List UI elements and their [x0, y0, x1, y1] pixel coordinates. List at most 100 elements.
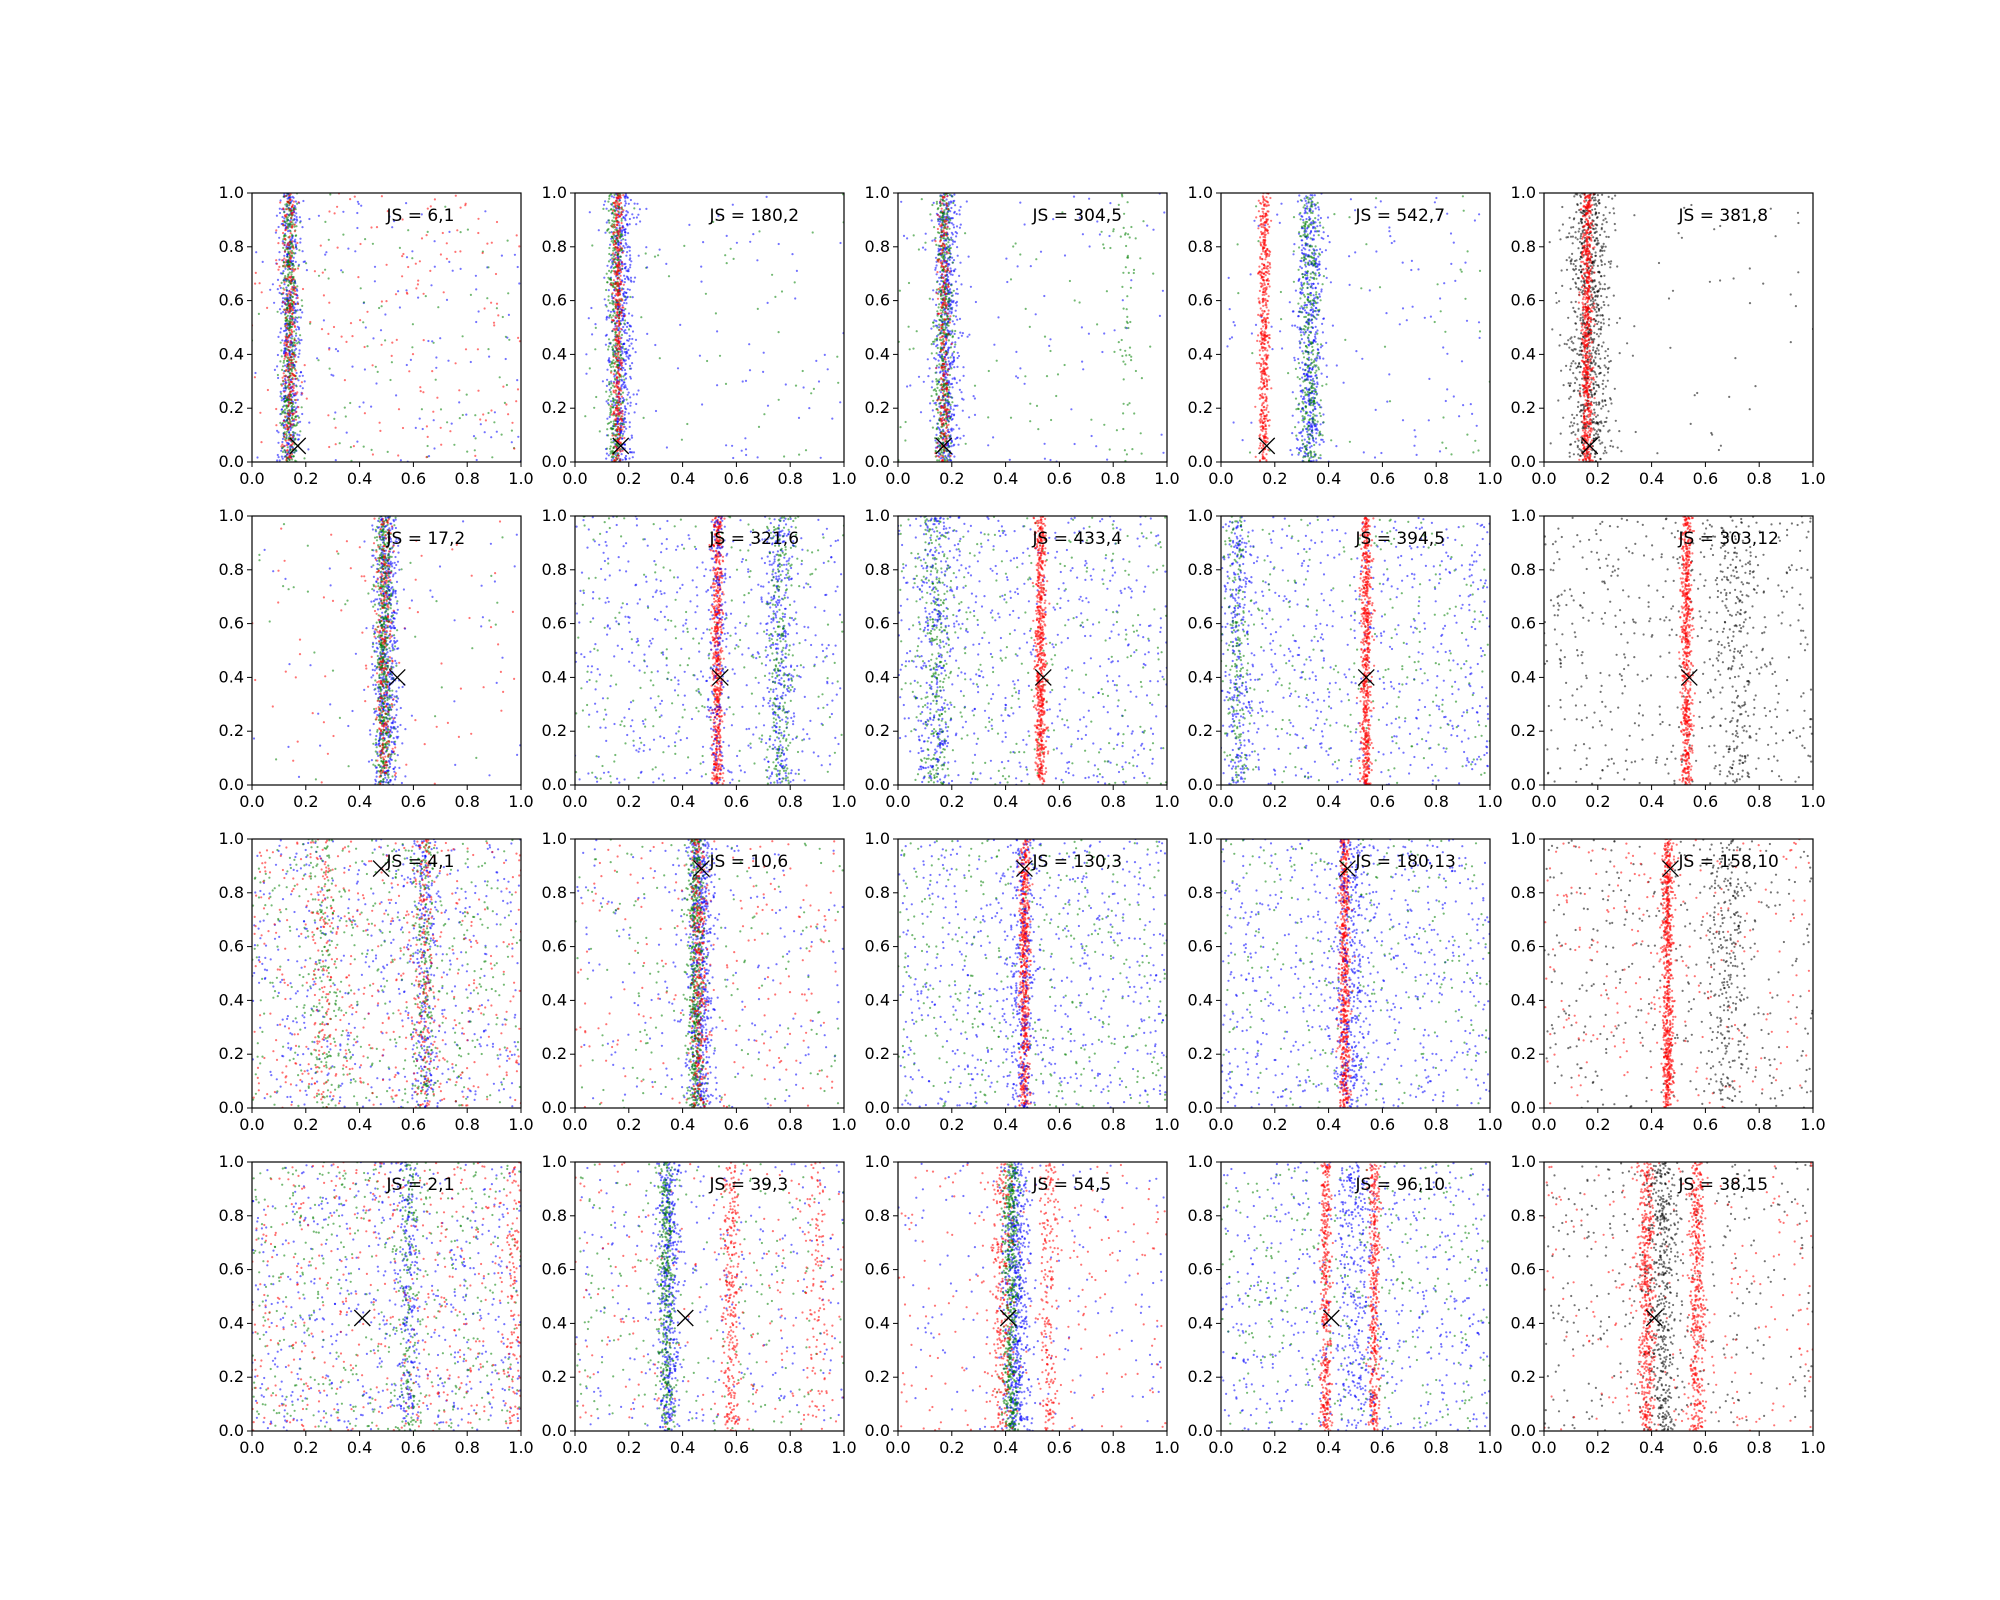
scatter-point: [466, 228, 469, 231]
scatter-point: [608, 302, 612, 305]
scatter-point: [936, 297, 940, 300]
scatter-point: [1098, 233, 1101, 236]
scatter-point: [283, 426, 287, 429]
scatter-point: [609, 409, 612, 412]
scatter-point: [945, 338, 948, 342]
scatter-point: [941, 355, 944, 358]
scatter-point: [296, 296, 299, 299]
scatter-point: [284, 228, 288, 231]
scatter-point: [955, 235, 958, 238]
scatter-point: [594, 326, 597, 329]
scatter-point: [621, 409, 624, 413]
scatter-point: [619, 196, 623, 199]
scatter-point: [284, 275, 287, 278]
scatter-point: [621, 379, 624, 382]
scatter-point: [945, 307, 948, 310]
scatter-point: [287, 400, 290, 404]
scatter-point: [395, 338, 398, 341]
scatter-point: [617, 337, 620, 340]
scatter-point: [627, 339, 630, 342]
scatter-point: [614, 245, 617, 248]
scatter-point: [513, 253, 517, 256]
scatter-point: [261, 260, 264, 263]
scatter-point: [516, 265, 519, 269]
scatter-point: [617, 252, 620, 255]
scatter-point: [282, 423, 285, 427]
scatter-point: [1477, 321, 1481, 324]
scatter-point: [321, 271, 324, 274]
scatter-point: [942, 368, 945, 371]
scatter-point: [938, 215, 941, 218]
scatter-point: [283, 241, 287, 244]
scatter-point: [620, 327, 623, 331]
scatter-point: [276, 353, 279, 357]
scatter-point: [940, 235, 944, 238]
axes-frame: [251, 192, 522, 463]
scatter-point: [436, 396, 439, 399]
scatter-point: [610, 371, 613, 374]
scatter-point: [359, 242, 362, 246]
scatter-point: [936, 280, 939, 284]
scatter-point: [615, 199, 618, 202]
scatter-point: [947, 308, 950, 311]
scatter-point: [951, 352, 954, 355]
scatter-point: [917, 248, 921, 251]
scatter-point: [912, 347, 915, 350]
scatter-point: [611, 449, 614, 452]
scatter-point: [507, 313, 510, 316]
scatter-point: [297, 355, 300, 359]
scatter-point: [624, 454, 628, 458]
scatter-point: [483, 307, 486, 310]
scatter-point: [956, 288, 959, 291]
scatter-point: [488, 355, 491, 358]
scatter-point: [622, 194, 625, 197]
scatter-point: [281, 405, 285, 408]
scatter-point: [1279, 290, 1282, 294]
scatter-point: [441, 231, 444, 235]
scatter-point: [440, 443, 443, 446]
scatter-point: [370, 226, 373, 229]
scatter-point: [619, 450, 622, 453]
scatter-point: [296, 320, 299, 323]
scatter-point: [941, 359, 944, 362]
scatter-point: [944, 274, 947, 277]
scatter-point: [904, 439, 907, 442]
scatter-point: [285, 226, 288, 229]
scatter-point: [608, 252, 611, 256]
scatter-point: [616, 312, 619, 316]
scatter-point: [959, 205, 962, 208]
scatter-point: [1433, 320, 1436, 324]
scatter-point: [622, 238, 625, 241]
scatter-point: [771, 273, 774, 276]
scatter-point: [305, 269, 308, 272]
scatter-point: [1125, 453, 1128, 456]
scatter-point: [324, 253, 327, 256]
scatter-point: [627, 277, 630, 280]
scatter-point: [357, 202, 360, 205]
scatter-point: [1126, 295, 1129, 298]
scatter-point: [968, 416, 971, 419]
scatter-point: [614, 256, 618, 259]
scatter-point: [938, 328, 941, 332]
scatter-point: [1072, 195, 1076, 198]
scatter-point: [298, 349, 301, 352]
scatter-point: [289, 230, 292, 233]
scatter-point: [1012, 245, 1015, 248]
scatter-point: [629, 279, 632, 282]
scatter-point: [517, 336, 520, 339]
scatter-point: [942, 392, 945, 395]
scatter-point: [628, 217, 632, 221]
scatter-point: [1388, 226, 1391, 229]
scatter-point: [317, 274, 321, 277]
scatter-point: [614, 389, 617, 392]
scatter-point: [1132, 271, 1135, 275]
scatter-point: [633, 207, 636, 210]
scatter-point: [292, 358, 295, 361]
scatter-point: [617, 243, 620, 246]
scatter-point: [798, 453, 801, 456]
scatter-point: [622, 283, 625, 286]
scatter-point: [290, 390, 293, 393]
scatter-point: [907, 281, 911, 285]
scatter-point: [617, 262, 620, 265]
scatter-point: [510, 441, 513, 444]
